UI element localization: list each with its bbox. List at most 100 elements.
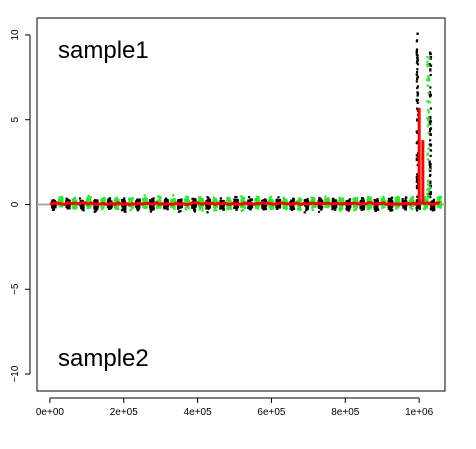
black-point [303, 200, 307, 203]
black-point [433, 208, 436, 211]
black-point [404, 196, 408, 199]
black-point [68, 199, 71, 202]
black-point [306, 198, 309, 201]
black-point [416, 59, 420, 62]
green-point [71, 200, 74, 203]
black-point [207, 205, 211, 208]
green-point [226, 201, 230, 204]
black-point [415, 178, 419, 181]
black-point [390, 205, 394, 208]
black-point [319, 197, 322, 200]
green-point [326, 198, 329, 201]
green-point [213, 200, 216, 203]
green-point [426, 64, 429, 67]
black-point [320, 199, 324, 202]
green-point [88, 206, 91, 209]
black-point [80, 206, 83, 209]
green-point [424, 207, 427, 210]
black-point [149, 210, 152, 213]
black-point [306, 206, 309, 209]
black-point [416, 70, 419, 74]
green-point [173, 199, 176, 202]
green-point [185, 199, 188, 203]
black-point [52, 205, 56, 208]
black-point [278, 206, 281, 209]
green-point [355, 206, 359, 209]
x-tick-label: 0e+00 [36, 407, 65, 418]
black-point [136, 198, 139, 201]
green-point [129, 197, 132, 200]
black-point [222, 208, 225, 211]
black-point [233, 198, 236, 201]
black-point [290, 208, 294, 211]
green-point [170, 205, 173, 208]
black-point [165, 205, 168, 208]
green-point [145, 199, 148, 202]
black-point [79, 205, 83, 208]
black-point [318, 205, 321, 208]
black-point [376, 198, 379, 201]
green-point [159, 197, 162, 200]
black-point [429, 69, 432, 72]
black-point [429, 190, 432, 194]
green-point [313, 198, 316, 201]
green-point [366, 196, 370, 199]
green-point [61, 200, 64, 203]
green-point [396, 201, 399, 204]
black-point [193, 210, 196, 213]
green-point [427, 195, 430, 198]
black-point [374, 199, 378, 202]
black-point [261, 206, 264, 210]
black-point [429, 192, 432, 196]
black-point [208, 206, 211, 209]
black-point [164, 205, 167, 208]
black-point [416, 173, 419, 176]
green-point [255, 200, 258, 203]
black-point [247, 206, 250, 209]
black-point [206, 211, 209, 214]
green-point [311, 206, 314, 209]
green-point [228, 197, 231, 200]
black-point [138, 198, 141, 202]
green-point [427, 111, 431, 114]
black-point [416, 75, 419, 78]
annotation-sample1: sample1 [58, 37, 149, 64]
green-point [339, 205, 342, 208]
black-point [388, 200, 391, 204]
green-point [426, 117, 429, 120]
black-point [207, 198, 210, 201]
black-point [416, 63, 420, 66]
green-point [269, 196, 272, 199]
green-point [427, 125, 430, 128]
green-point [396, 206, 399, 209]
green-point [437, 203, 440, 207]
black-point [149, 206, 152, 209]
green-point [394, 197, 397, 200]
black-point [65, 199, 68, 202]
green-point [396, 196, 399, 199]
green-point [439, 201, 442, 205]
black-point [415, 207, 418, 210]
black-point [108, 198, 112, 201]
black-point [373, 198, 376, 202]
green-point [171, 205, 174, 208]
black-point [250, 198, 254, 201]
green-point [58, 197, 62, 200]
black-point [207, 207, 210, 210]
black-point [387, 205, 390, 208]
black-point [261, 203, 264, 206]
black-point [376, 208, 379, 211]
black-point [121, 198, 124, 202]
green-point [395, 200, 398, 203]
black-point [416, 140, 419, 143]
red-trend-line [49, 200, 441, 207]
green-point [382, 205, 385, 209]
black-point [389, 209, 392, 212]
black-point [389, 205, 392, 208]
black-point [94, 199, 97, 202]
black-point [416, 209, 419, 212]
green-point [426, 158, 430, 161]
black-point [236, 205, 239, 209]
black-point [250, 205, 253, 208]
